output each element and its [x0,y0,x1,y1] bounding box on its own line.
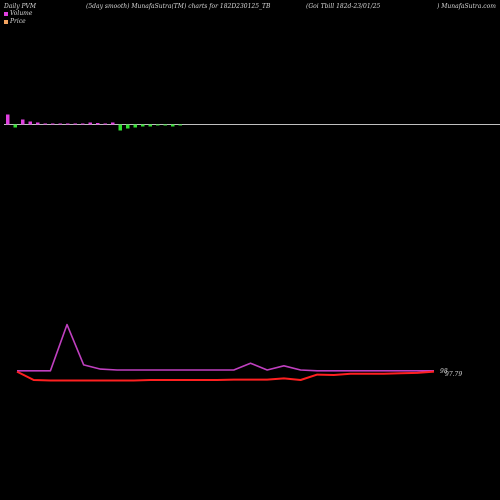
volume-bar [111,122,115,125]
volume-bar [103,123,107,125]
legend-volume: Volume [4,10,32,17]
volume-bar [88,122,92,125]
volume-bar [21,119,25,125]
legend-volume-label: Volume [10,10,33,17]
volume-bar [66,123,70,125]
instrument-name: (Goi Tbill 182d-23/01/25 [306,3,381,10]
legend-price: Price [4,18,26,25]
volume-bar [178,124,182,126]
legend-price-swatch [4,19,8,24]
legend-price-label: Price [10,18,26,25]
volume-bars [6,114,182,131]
site-name: ) MunafaSutra.com [437,3,496,10]
price-lines [16,323,435,382]
end-label-upper: 98 [440,368,448,375]
series-line-lower [16,370,435,382]
volume-bar [36,122,40,125]
volume-bar [163,124,167,126]
volume-bar [51,123,55,125]
volume-bar [96,123,100,125]
volume-bar [141,124,145,127]
series-line-upper [17,323,434,372]
volume-bar [148,124,152,127]
end-label-lower: 97.79 [445,371,462,378]
volume-bar [43,123,47,125]
volume-bar [58,123,62,125]
legend-volume-swatch [4,11,8,16]
volume-bar [28,121,32,125]
volume-bar [156,124,160,126]
volume-bar [118,124,122,131]
chart-subtitle: (5day smooth) MunafaSutra(TM) charts for… [86,3,271,10]
volume-bar [171,124,175,127]
volume-bar [13,124,17,128]
volume-bar [81,123,85,125]
chart-type-label: Daily PVM [4,3,37,10]
volume-bar [133,124,137,128]
volume-bar [6,114,10,125]
volume-bar [73,123,77,125]
volume-bar [126,124,130,129]
